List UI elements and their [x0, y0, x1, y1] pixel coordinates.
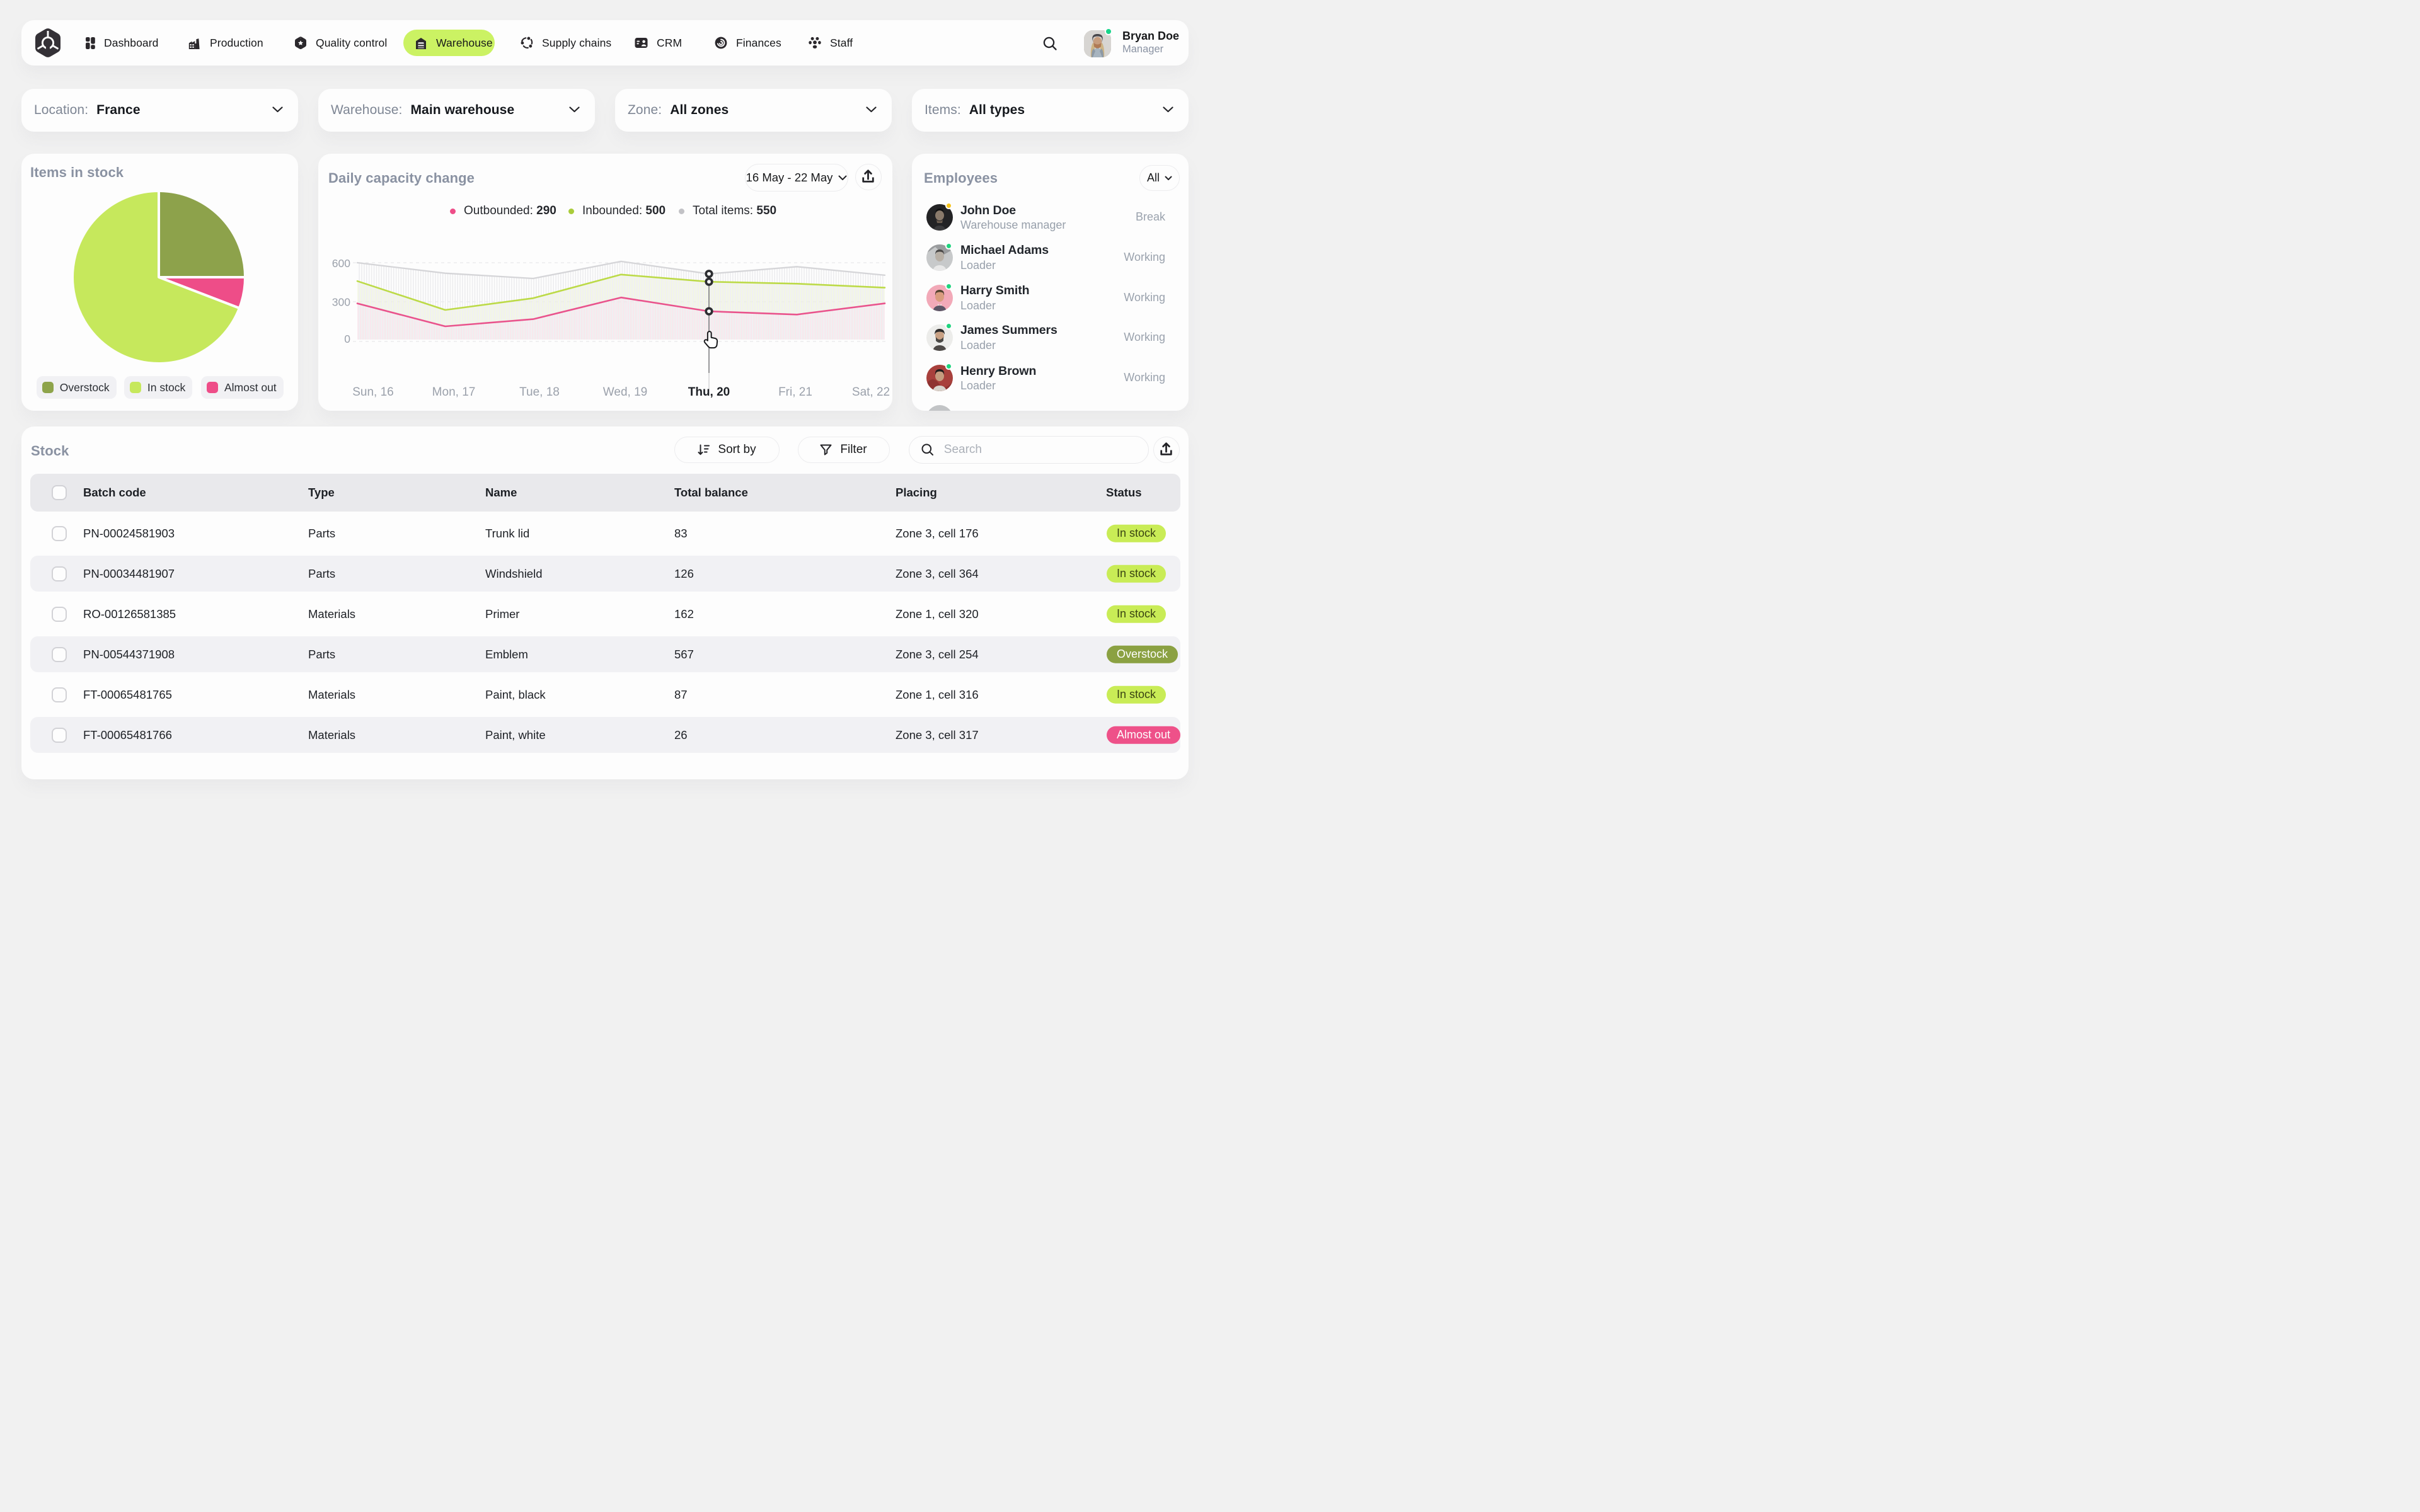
svg-text:0: 0	[344, 333, 350, 345]
svg-text:600: 600	[332, 257, 350, 270]
svg-text:Thu, 20: Thu, 20	[688, 386, 730, 399]
svg-text:300: 300	[332, 296, 350, 309]
svg-text:Sat, 22: Sat, 22	[852, 386, 890, 399]
svg-text:Wed, 19: Wed, 19	[603, 386, 647, 399]
svg-text:Fri, 21: Fri, 21	[778, 386, 812, 399]
svg-text:Mon, 17: Mon, 17	[432, 386, 476, 399]
svg-text:Tue, 18: Tue, 18	[519, 386, 560, 399]
svg-text:Sun, 16: Sun, 16	[352, 386, 394, 399]
